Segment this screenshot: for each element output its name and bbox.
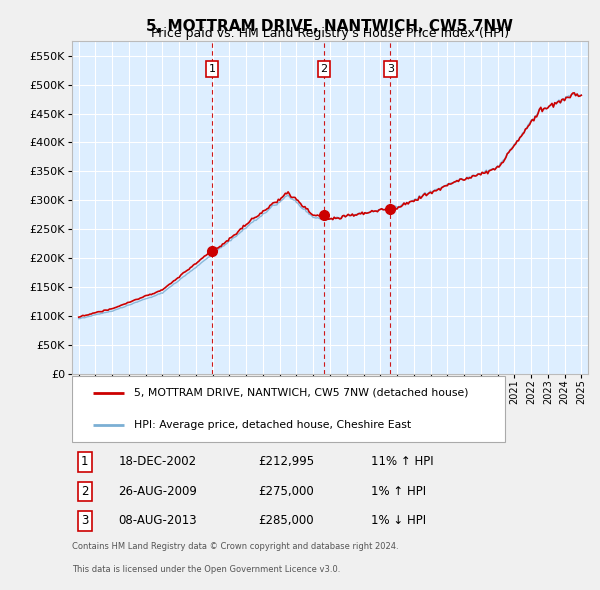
Text: 5, MOTTRAM DRIVE, NANTWICH, CW5 7NW: 5, MOTTRAM DRIVE, NANTWICH, CW5 7NW — [146, 19, 514, 34]
Text: 2: 2 — [320, 64, 328, 74]
Text: 11% ↑ HPI: 11% ↑ HPI — [371, 455, 434, 468]
Text: 1: 1 — [209, 64, 215, 74]
Text: Contains HM Land Registry data © Crown copyright and database right 2024.: Contains HM Land Registry data © Crown c… — [72, 542, 398, 552]
Text: £285,000: £285,000 — [258, 514, 313, 527]
Text: 2: 2 — [81, 485, 89, 498]
Title: Price paid vs. HM Land Registry's House Price Index (HPI): Price paid vs. HM Land Registry's House … — [151, 27, 509, 40]
Text: 26-AUG-2009: 26-AUG-2009 — [118, 485, 197, 498]
Text: HPI: Average price, detached house, Cheshire East: HPI: Average price, detached house, Ches… — [134, 420, 411, 430]
Text: 5, MOTTRAM DRIVE, NANTWICH, CW5 7NW (detached house): 5, MOTTRAM DRIVE, NANTWICH, CW5 7NW (det… — [134, 388, 469, 398]
Text: 1% ↓ HPI: 1% ↓ HPI — [371, 514, 427, 527]
Text: 18-DEC-2002: 18-DEC-2002 — [118, 455, 197, 468]
Text: 08-AUG-2013: 08-AUG-2013 — [118, 514, 197, 527]
FancyBboxPatch shape — [72, 376, 505, 442]
Text: 1: 1 — [81, 455, 89, 468]
Text: 3: 3 — [81, 514, 89, 527]
Text: 1% ↑ HPI: 1% ↑ HPI — [371, 485, 427, 498]
Text: £212,995: £212,995 — [258, 455, 314, 468]
Text: 3: 3 — [387, 64, 394, 74]
Text: This data is licensed under the Open Government Licence v3.0.: This data is licensed under the Open Gov… — [72, 565, 340, 573]
Text: £275,000: £275,000 — [258, 485, 314, 498]
